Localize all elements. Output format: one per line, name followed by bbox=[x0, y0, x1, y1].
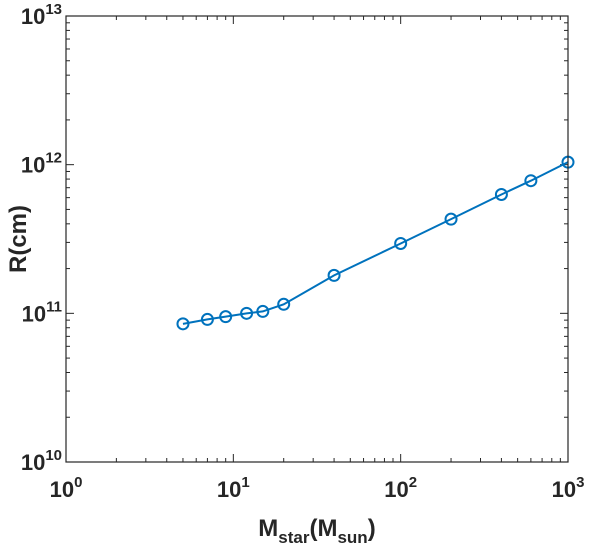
x-axis-label-mid: (M bbox=[309, 515, 337, 542]
y-tick-base: 10 bbox=[22, 301, 46, 326]
x-tick-base: 10 bbox=[552, 477, 576, 502]
y-tick-label: 1011 bbox=[22, 298, 62, 326]
series-group bbox=[176, 155, 575, 331]
data-point-marker bbox=[444, 212, 458, 226]
data-point-marker bbox=[277, 297, 291, 311]
x-axis-label-sub: star bbox=[278, 528, 310, 547]
axis-ticks bbox=[65, 15, 569, 463]
data-point-marker bbox=[219, 310, 233, 324]
y-tick-exponent: 10 bbox=[45, 447, 62, 464]
x-axis-label-end: ) bbox=[368, 515, 376, 542]
x-tick-base: 10 bbox=[384, 477, 408, 502]
x-tick-exponent: 1 bbox=[241, 474, 249, 491]
x-tick-base: 10 bbox=[217, 477, 241, 502]
y-tick-exponent: 12 bbox=[45, 150, 62, 167]
x-axis-label-sub2: sun bbox=[337, 528, 367, 547]
data-point-marker bbox=[524, 174, 538, 188]
y-tick-label: 1013 bbox=[21, 1, 62, 29]
x-tick-exponent: 0 bbox=[74, 474, 82, 491]
y-tick-exponent: 13 bbox=[45, 1, 62, 18]
x-tick-label: 100 bbox=[50, 474, 83, 502]
x-tick-label: 102 bbox=[384, 474, 417, 502]
data-point-marker bbox=[176, 317, 190, 331]
x-axis-label-main: M bbox=[258, 515, 278, 542]
y-tick-base: 10 bbox=[21, 153, 45, 178]
x-tick-label: 103 bbox=[552, 474, 585, 502]
x-tick-base: 10 bbox=[50, 477, 74, 502]
y-tick-base: 10 bbox=[21, 4, 45, 29]
x-axis-label: Mstar(Msun) bbox=[258, 515, 375, 547]
data-point-marker bbox=[394, 236, 408, 250]
y-tick-exponent: 11 bbox=[46, 298, 62, 315]
y-axis-label: R(cm) bbox=[5, 205, 32, 273]
x-tick-exponent: 2 bbox=[409, 474, 417, 491]
plot-area bbox=[66, 16, 568, 462]
x-tick-label: 101 bbox=[217, 474, 250, 502]
y-tick-label: 1012 bbox=[21, 150, 62, 178]
data-point-marker bbox=[494, 187, 508, 201]
y-tick-label: 1010 bbox=[21, 447, 62, 475]
data-point-marker bbox=[240, 306, 254, 320]
data-point-marker bbox=[327, 268, 341, 282]
data-point-marker bbox=[256, 304, 270, 318]
plot-frame bbox=[65, 15, 569, 463]
data-point-marker bbox=[200, 312, 214, 326]
y-tick-base: 10 bbox=[21, 450, 45, 475]
x-tick-exponent: 3 bbox=[576, 474, 584, 491]
